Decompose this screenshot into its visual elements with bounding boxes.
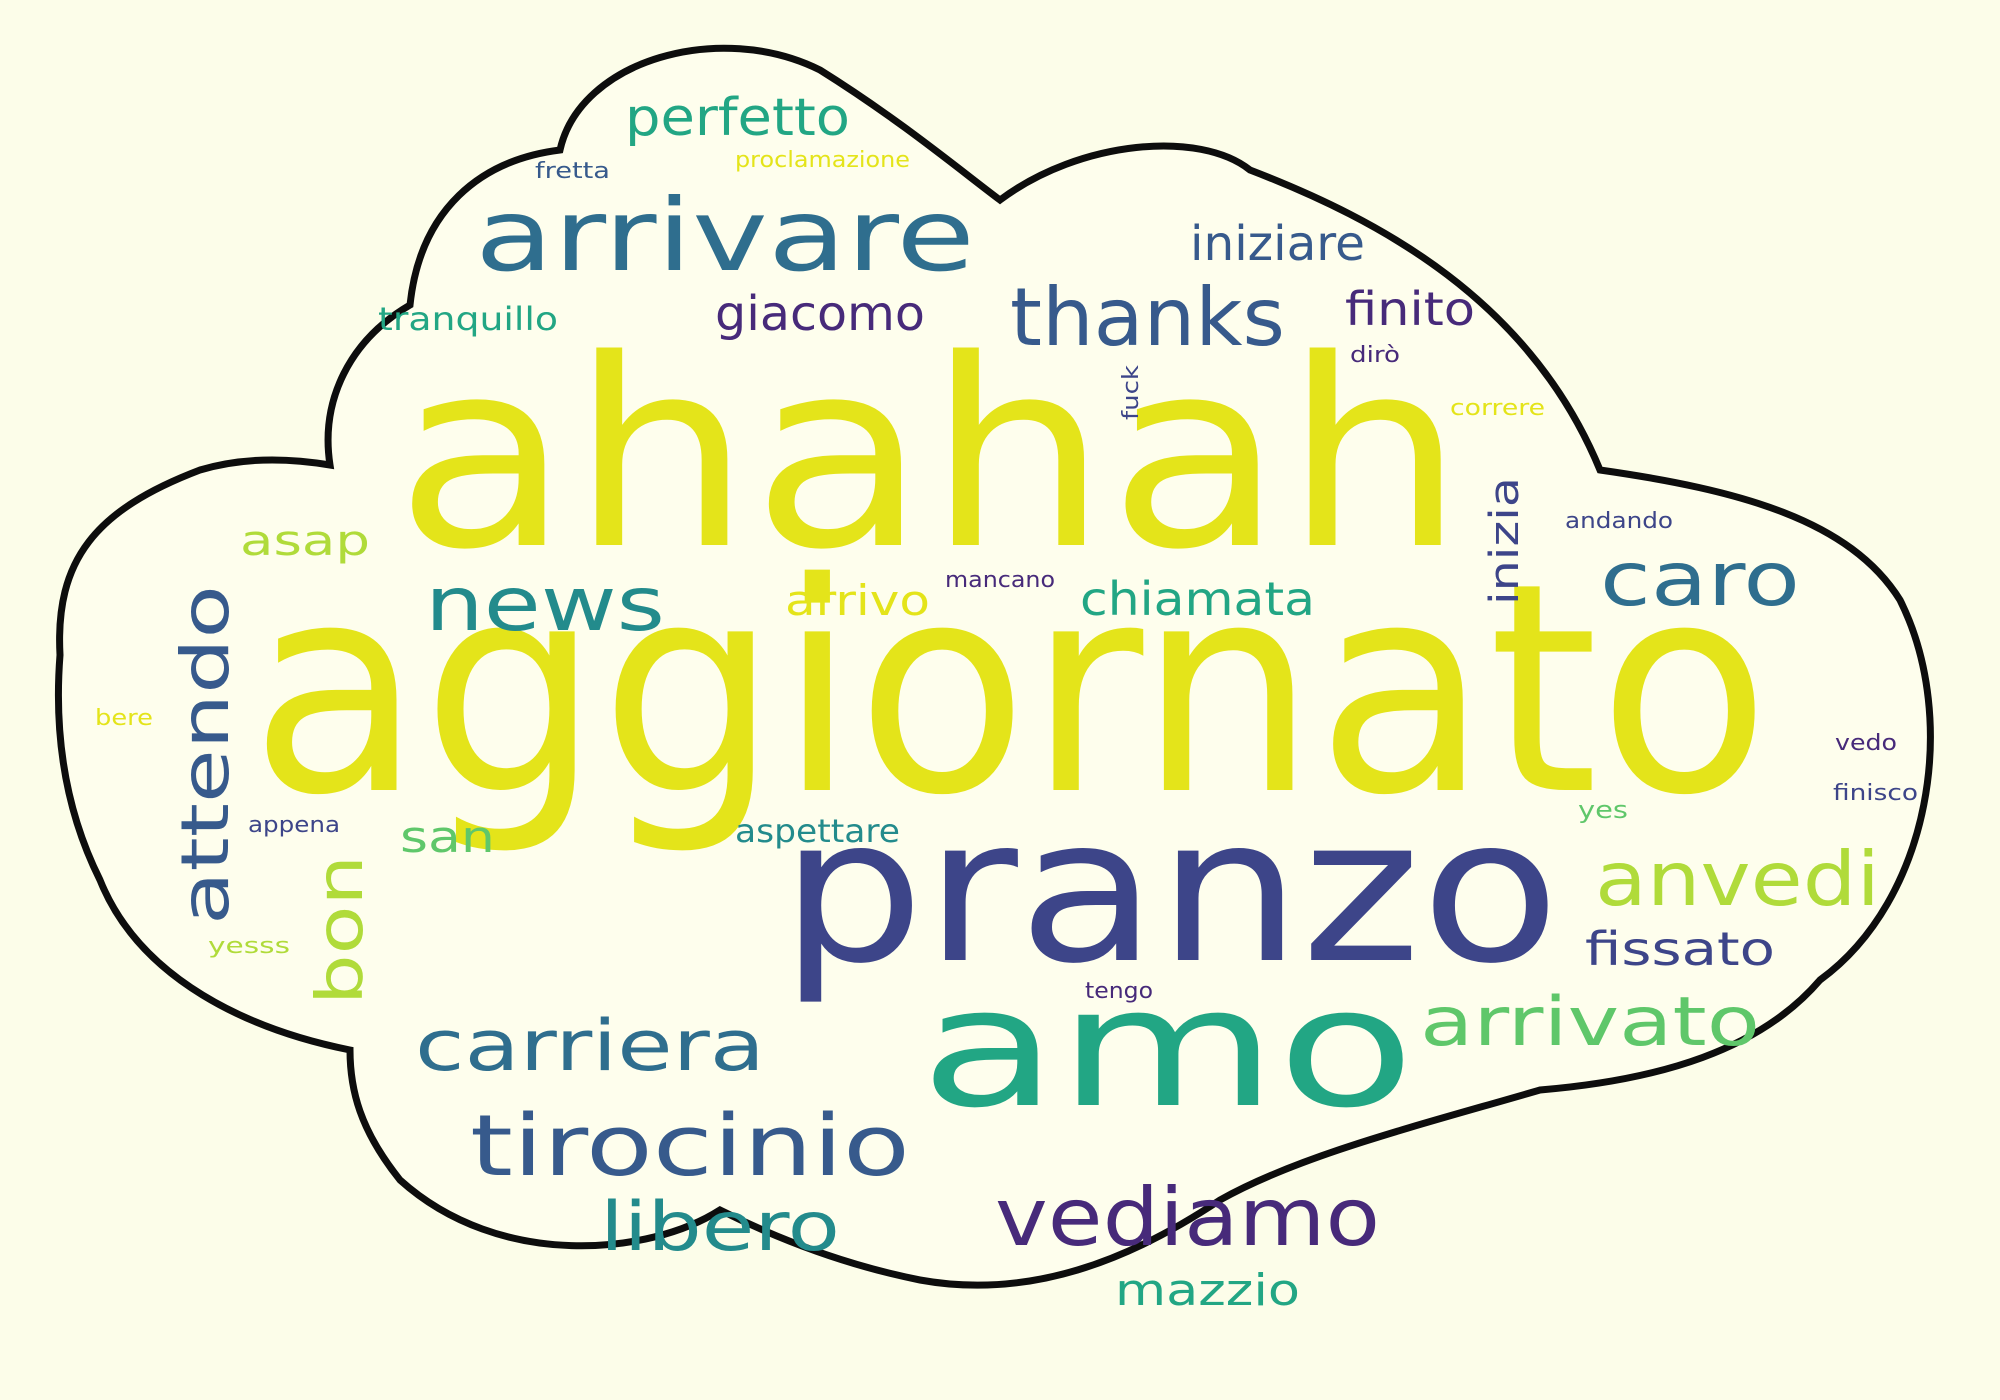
word-diro: dirò — [1350, 343, 1400, 368]
word-bere: bere — [95, 706, 153, 731]
word-san: san — [400, 812, 495, 863]
word-arrivato: arrivato — [1420, 983, 1760, 1062]
cloud-shape — [54, 44, 1934, 1289]
word-finisco: finisco — [1833, 781, 1918, 806]
word-mazzio: mazzio — [1115, 1265, 1300, 1316]
word-mancano: mancano — [945, 568, 1055, 593]
word-vediamo: vediamo — [995, 1171, 1380, 1264]
word-appena: appena — [248, 813, 340, 838]
word-correre: correre — [1450, 396, 1545, 421]
word-yes: yes — [1578, 796, 1628, 824]
word-giacomo: giacomo — [715, 286, 925, 342]
word-perfetto: perfetto — [625, 88, 850, 148]
word-attendo: attendo — [167, 585, 244, 925]
word-finito: finito — [1345, 282, 1475, 336]
word-aspettare: aspettare — [735, 812, 900, 850]
word-chiamata: chiamata — [1080, 572, 1315, 626]
word-anvedi: anvedi — [1595, 835, 1880, 923]
word-andando: andando — [1565, 509, 1673, 534]
word-tengo: tengo — [1085, 979, 1153, 1004]
word-fissato: fissato — [1585, 922, 1775, 976]
word-libero: libero — [600, 1188, 840, 1267]
word-ahahah: ahahah — [395, 305, 1465, 607]
word-carriera: carriera — [415, 1005, 765, 1087]
word-aggiornato: aggiornato — [250, 522, 1770, 859]
word-thanks: thanks — [1010, 271, 1285, 364]
word-inizia: inizia — [1482, 477, 1528, 605]
word-proclamazione: proclamazione — [735, 148, 910, 173]
word-yesss: yesss — [208, 934, 290, 959]
word-fretta: fretta — [535, 159, 610, 184]
word-pranzo: pranzo — [780, 775, 1560, 1008]
word-amo: amo — [920, 952, 1415, 1144]
word-tirocinio: tirocinio — [470, 1097, 910, 1196]
word-asap: asap — [240, 516, 370, 565]
word-news: news — [425, 560, 665, 648]
word-caro: caro — [1600, 535, 1800, 623]
word-fuck: fuck — [1119, 365, 1144, 420]
word-arrivare: arrivare — [475, 177, 975, 294]
word-bon: bon — [304, 855, 378, 1005]
word-tranquillo: tranquillo — [378, 300, 558, 338]
word-iniziare: iniziare — [1190, 216, 1365, 272]
word-arrivo: arrivo — [785, 576, 930, 625]
word-vedo: vedo — [1835, 731, 1897, 756]
